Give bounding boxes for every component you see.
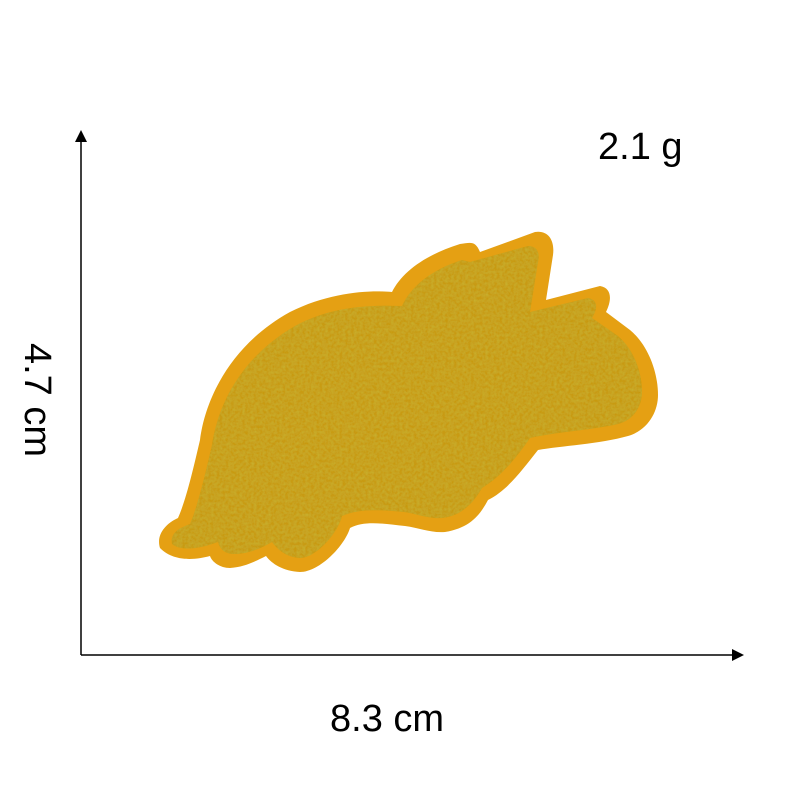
triceratops-patch-icon: [159, 231, 659, 572]
height-label: 4.7 cm: [16, 342, 58, 458]
weight-label: 2.1 g: [598, 126, 683, 168]
width-label: 8.3 cm: [330, 698, 445, 740]
chenille-fill: [171, 246, 642, 558]
